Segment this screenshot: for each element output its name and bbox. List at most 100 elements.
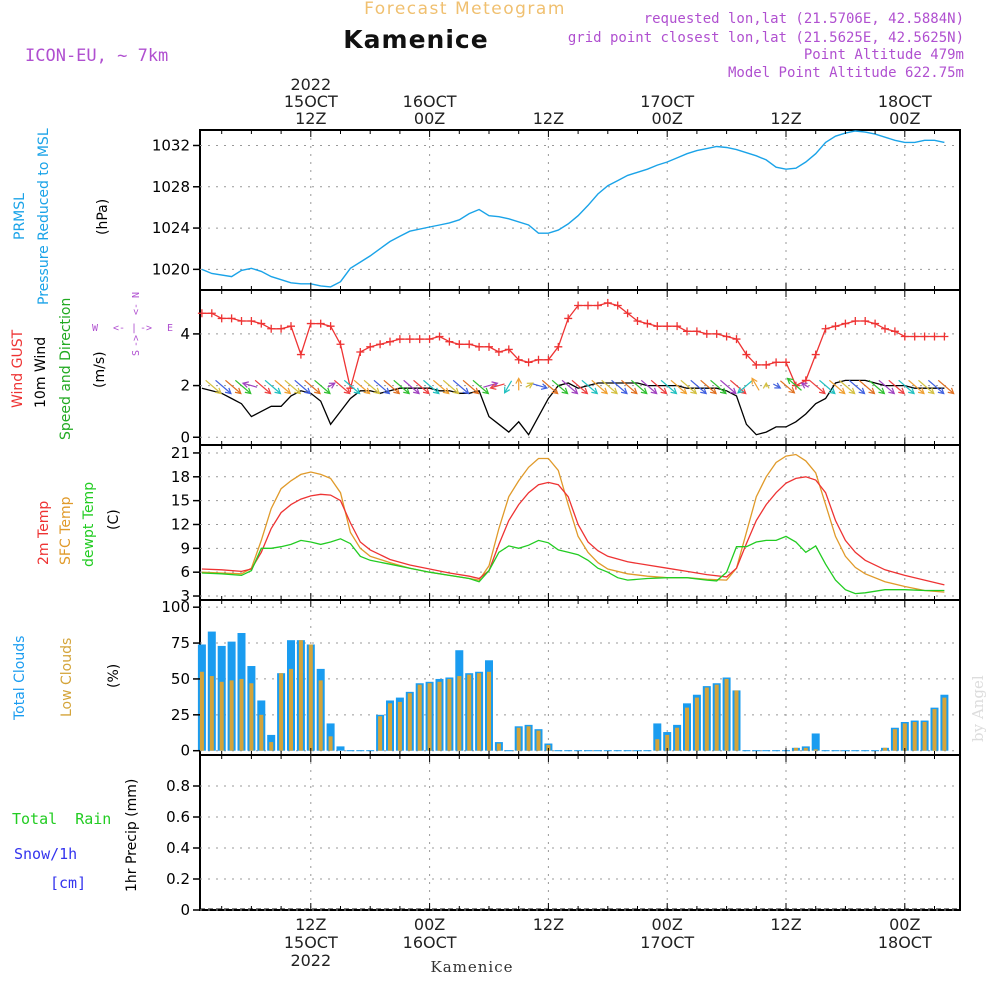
- total-cloud-bar: [811, 733, 820, 751]
- top-time-label: 12Z: [533, 109, 564, 128]
- wind-direction-arrow: [640, 379, 658, 395]
- wind-direction-arrow: [670, 379, 688, 395]
- gust-marker: [197, 309, 206, 318]
- wind-direction-arrow: [927, 379, 945, 395]
- temp-labels: 2m Temp SFC Temp dewpt Temp (C): [36, 482, 122, 567]
- wind-direction-arrow: [442, 379, 460, 395]
- station-title: Kamenice: [343, 25, 488, 54]
- pressure-unit: (hPa): [95, 199, 111, 235]
- gust-marker: [613, 301, 622, 310]
- wind-direction-arrow: [690, 379, 708, 395]
- low-cloud-bar: [318, 680, 323, 751]
- top-time-label: 17OCT: [640, 92, 694, 111]
- gust-marker: [643, 319, 652, 328]
- gust-marker: [544, 355, 553, 364]
- low-cloud-bar: [289, 668, 293, 751]
- low-cloud-bar: [536, 730, 541, 751]
- wind-direction-arrow: [630, 379, 648, 395]
- pressure-labels: PRMSL Pressure Reduced to MSL (hPa): [12, 128, 111, 305]
- cloud-labels: Total Clouds Low Clouds (%): [12, 636, 122, 721]
- y-tick-label: 9: [180, 539, 190, 557]
- top-time-label: 15OCT: [284, 92, 338, 111]
- y-tick-label: 0.2: [166, 870, 190, 888]
- y-tick-label: 12: [171, 515, 190, 533]
- wind-direction-arrow: [868, 379, 886, 395]
- sfc-temp-line: [201, 453, 945, 593]
- wind-direction-arrow: [254, 379, 272, 395]
- low-cloud-bar: [239, 678, 244, 751]
- footer-station: Kamenice: [431, 958, 514, 976]
- bottom-time-label: 17OCT: [640, 933, 694, 952]
- gust-marker: [831, 322, 840, 331]
- wind-speed-dir-label: Speed and Direction: [58, 298, 74, 440]
- wind-direction-arrow: [737, 380, 753, 394]
- low-cloud-bar: [437, 681, 442, 751]
- low-cloud-bar: [378, 716, 383, 751]
- y-tick-label: 25: [171, 706, 190, 724]
- wind-direction-arrow: [525, 382, 534, 389]
- bottom-time-label: 12Z: [770, 915, 801, 934]
- bottom-time-label: 15OCT: [284, 933, 338, 952]
- wind-direction-arrow: [264, 379, 282, 395]
- gust-marker: [564, 314, 573, 323]
- gust-marker: [287, 322, 295, 331]
- y-tick-label: 0.6: [166, 808, 190, 826]
- bottom-time-label: 2022: [290, 951, 331, 970]
- wind-direction-arrow: [848, 379, 866, 395]
- gust-marker: [603, 298, 612, 307]
- wind-direction-arrow: [234, 379, 252, 395]
- gust-marker: [593, 301, 602, 310]
- top-time-label: 00Z: [652, 109, 683, 128]
- model-label: ICON-EU, ~ 7km: [25, 46, 168, 66]
- temp-2m-label: 2m Temp: [36, 501, 52, 565]
- point-altitude: Point Altitude 479m: [804, 47, 964, 63]
- gust-marker: [207, 309, 216, 318]
- panel-frame-precip: [199, 754, 961, 911]
- wind-direction-arrow: [858, 379, 876, 395]
- wind-direction-arrow: [241, 381, 258, 388]
- low-cloud-bar: [813, 749, 818, 751]
- low-cloud-bar: [546, 744, 551, 751]
- gust-marker: [900, 332, 909, 341]
- total-cloud-bar: [653, 723, 662, 751]
- compass-arrow-east: ->: [140, 323, 152, 334]
- y-tick-label: 0.4: [166, 839, 190, 857]
- wind-direction-arrow: [908, 379, 925, 395]
- low-cloud-bar: [892, 729, 897, 751]
- gust-marker: [296, 350, 305, 359]
- wind-direction-arrow: [828, 379, 846, 395]
- gust-marker: [633, 317, 642, 325]
- low-cloud-bar: [477, 673, 482, 751]
- bottom-time-label: 12Z: [295, 915, 326, 934]
- gust-marker: [395, 335, 404, 344]
- super-title: Forecast Meteogram: [364, 0, 566, 19]
- gust-marker: [455, 340, 464, 349]
- bottom-time-label: 00Z: [414, 915, 445, 934]
- gust-marker: [930, 332, 939, 341]
- gust-marker: [257, 319, 266, 328]
- y-tick-label: 21: [171, 444, 190, 462]
- wind-labels: Wind GUST 10m Wind Speed and Direction (…: [10, 292, 173, 440]
- wind-direction-arrow: [888, 379, 906, 395]
- wind-direction-arrow: [423, 379, 440, 395]
- gust-marker: [534, 355, 543, 364]
- gust-marker: [227, 314, 236, 323]
- wind-direction-arrow: [878, 379, 896, 395]
- y-tick-label: 0.8: [166, 777, 190, 795]
- wind-direction-arrow: [327, 382, 336, 389]
- low-cloud-bar: [675, 727, 680, 751]
- low-cloud-bar: [714, 684, 719, 751]
- low-cloud-bar: [655, 739, 660, 751]
- gust-marker: [336, 340, 345, 349]
- wind-direction-arrow: [720, 379, 737, 395]
- wind-direction-arrow: [452, 379, 470, 395]
- gust-marker: [514, 355, 523, 364]
- low-cloud-bar: [397, 701, 402, 751]
- top-time-label: 00Z: [889, 109, 920, 128]
- gust-marker: [821, 324, 830, 333]
- gust-marker: [247, 317, 256, 325]
- gust-marker: [762, 360, 771, 369]
- bottom-time-label: 00Z: [652, 915, 683, 934]
